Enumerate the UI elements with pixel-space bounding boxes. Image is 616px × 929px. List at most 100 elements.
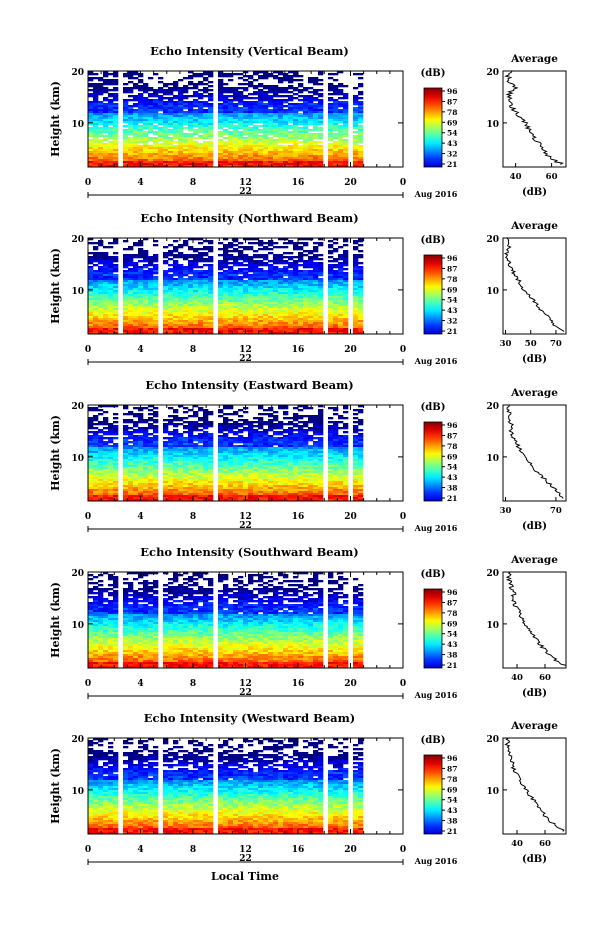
heatmap-cell — [328, 153, 334, 156]
heatmap-cell — [248, 276, 254, 279]
heatmap-cell — [228, 111, 234, 114]
heatmap-cell — [163, 471, 169, 474]
heatmap-cell — [168, 431, 174, 434]
heatmap-cell — [153, 163, 159, 166]
heatmap-cell — [288, 302, 294, 305]
heatmap-cell — [338, 117, 344, 120]
heatmap-cell — [313, 302, 319, 305]
heatmap-cell — [258, 320, 264, 323]
heatmap-cell — [113, 113, 119, 116]
heatmap-cell — [203, 240, 209, 243]
heatmap-cell — [268, 260, 274, 263]
heatmap-cell — [228, 139, 234, 142]
heatmap-cell — [258, 143, 264, 146]
heatmap-cell — [293, 93, 299, 96]
heatmap-cell — [333, 113, 339, 116]
heatmap-cell — [133, 304, 139, 307]
heatmap-cell — [193, 83, 199, 86]
heatmap-cell — [123, 322, 129, 325]
heatmap-cell — [248, 320, 254, 323]
heatmap-cell — [328, 250, 334, 253]
heatmap-cell — [233, 153, 239, 156]
x-tick-label: 0 — [400, 178, 406, 188]
heatmap-cell — [188, 312, 194, 315]
heatmap-cell — [328, 111, 334, 114]
heatmap-cell — [268, 99, 274, 102]
heatmap-cell — [288, 159, 294, 162]
heatmap-cell — [203, 83, 209, 86]
heatmap-cell — [263, 286, 269, 289]
heatmap-cell — [268, 264, 274, 267]
heatmap-cell — [223, 155, 229, 158]
heatmap-cell — [148, 455, 154, 458]
heatmap-cell — [228, 326, 234, 329]
heatmap-cell — [138, 449, 144, 452]
heatmap-cell — [218, 131, 224, 134]
heatmap-cell — [253, 143, 259, 146]
heatmap-cell — [133, 133, 139, 136]
heatmap-cell — [98, 240, 104, 243]
heatmap-cell — [153, 264, 159, 267]
heatmap-cell — [88, 113, 94, 116]
heatmap-cell — [203, 91, 209, 94]
heatmap-cell — [168, 115, 174, 118]
heatmap-cell — [358, 135, 364, 138]
heatmap-cell — [138, 429, 144, 432]
heatmap-cell — [263, 91, 269, 94]
heatmap-cell — [248, 324, 254, 327]
heatmap-cell — [308, 119, 314, 122]
heatmap-cell — [138, 101, 144, 104]
heatmap-cell — [103, 256, 109, 259]
heatmap-cell — [208, 306, 214, 309]
heatmap-cell — [223, 286, 229, 289]
heatmap-cell — [188, 113, 194, 116]
heatmap-cell — [93, 310, 99, 313]
heatmap-cell — [93, 91, 99, 94]
heatmap-cell — [228, 123, 234, 126]
heatmap-cell — [133, 270, 139, 273]
heatmap-cell — [143, 151, 149, 154]
heatmap-cell — [258, 242, 264, 245]
heatmap-cell — [143, 143, 149, 146]
heatmap-cell — [123, 292, 129, 295]
heatmap-cell — [103, 71, 109, 74]
heatmap-cell — [358, 294, 364, 297]
heatmap-cell — [248, 280, 254, 283]
heatmap-cell — [193, 310, 199, 313]
heatmap-cell — [123, 497, 129, 500]
heatmap-cell — [263, 326, 269, 329]
heatmap-cell — [313, 282, 319, 285]
heatmap-cell — [173, 284, 179, 287]
heatmap-cell — [273, 157, 279, 160]
heatmap-cell — [113, 475, 119, 478]
heatmap-cell — [108, 276, 114, 279]
heatmap-cell — [103, 292, 109, 295]
heatmap-cell — [233, 147, 239, 150]
heatmap-cell — [353, 298, 359, 301]
heatmap-cell — [93, 155, 99, 158]
heatmap-cell — [138, 278, 144, 281]
heatmap-cell — [288, 312, 294, 315]
heatmap-cell — [123, 312, 129, 315]
heatmap-cell — [198, 97, 204, 100]
heatmap-cell — [208, 308, 214, 311]
heatmap-cell — [183, 151, 189, 154]
heatmap-cell — [163, 296, 169, 299]
heatmap-cell — [233, 95, 239, 98]
heatmap-cell — [198, 296, 204, 299]
heatmap-cell — [258, 302, 264, 305]
heatmap-cell — [288, 296, 294, 299]
heatmap-cell — [228, 119, 234, 122]
heatmap-cell — [318, 278, 324, 281]
heatmap-cell — [108, 427, 114, 430]
heatmap-cell — [168, 107, 174, 110]
heatmap-cell — [108, 308, 114, 311]
heatmap-cell — [258, 165, 264, 168]
heatmap-cell — [88, 463, 94, 466]
heatmap-cell — [178, 113, 184, 116]
heatmap-cell — [173, 497, 179, 500]
heatmap-cell — [353, 73, 359, 76]
heatmap-cell — [203, 328, 209, 331]
heatmap-cell — [248, 322, 254, 325]
heatmap-cell — [178, 264, 184, 267]
